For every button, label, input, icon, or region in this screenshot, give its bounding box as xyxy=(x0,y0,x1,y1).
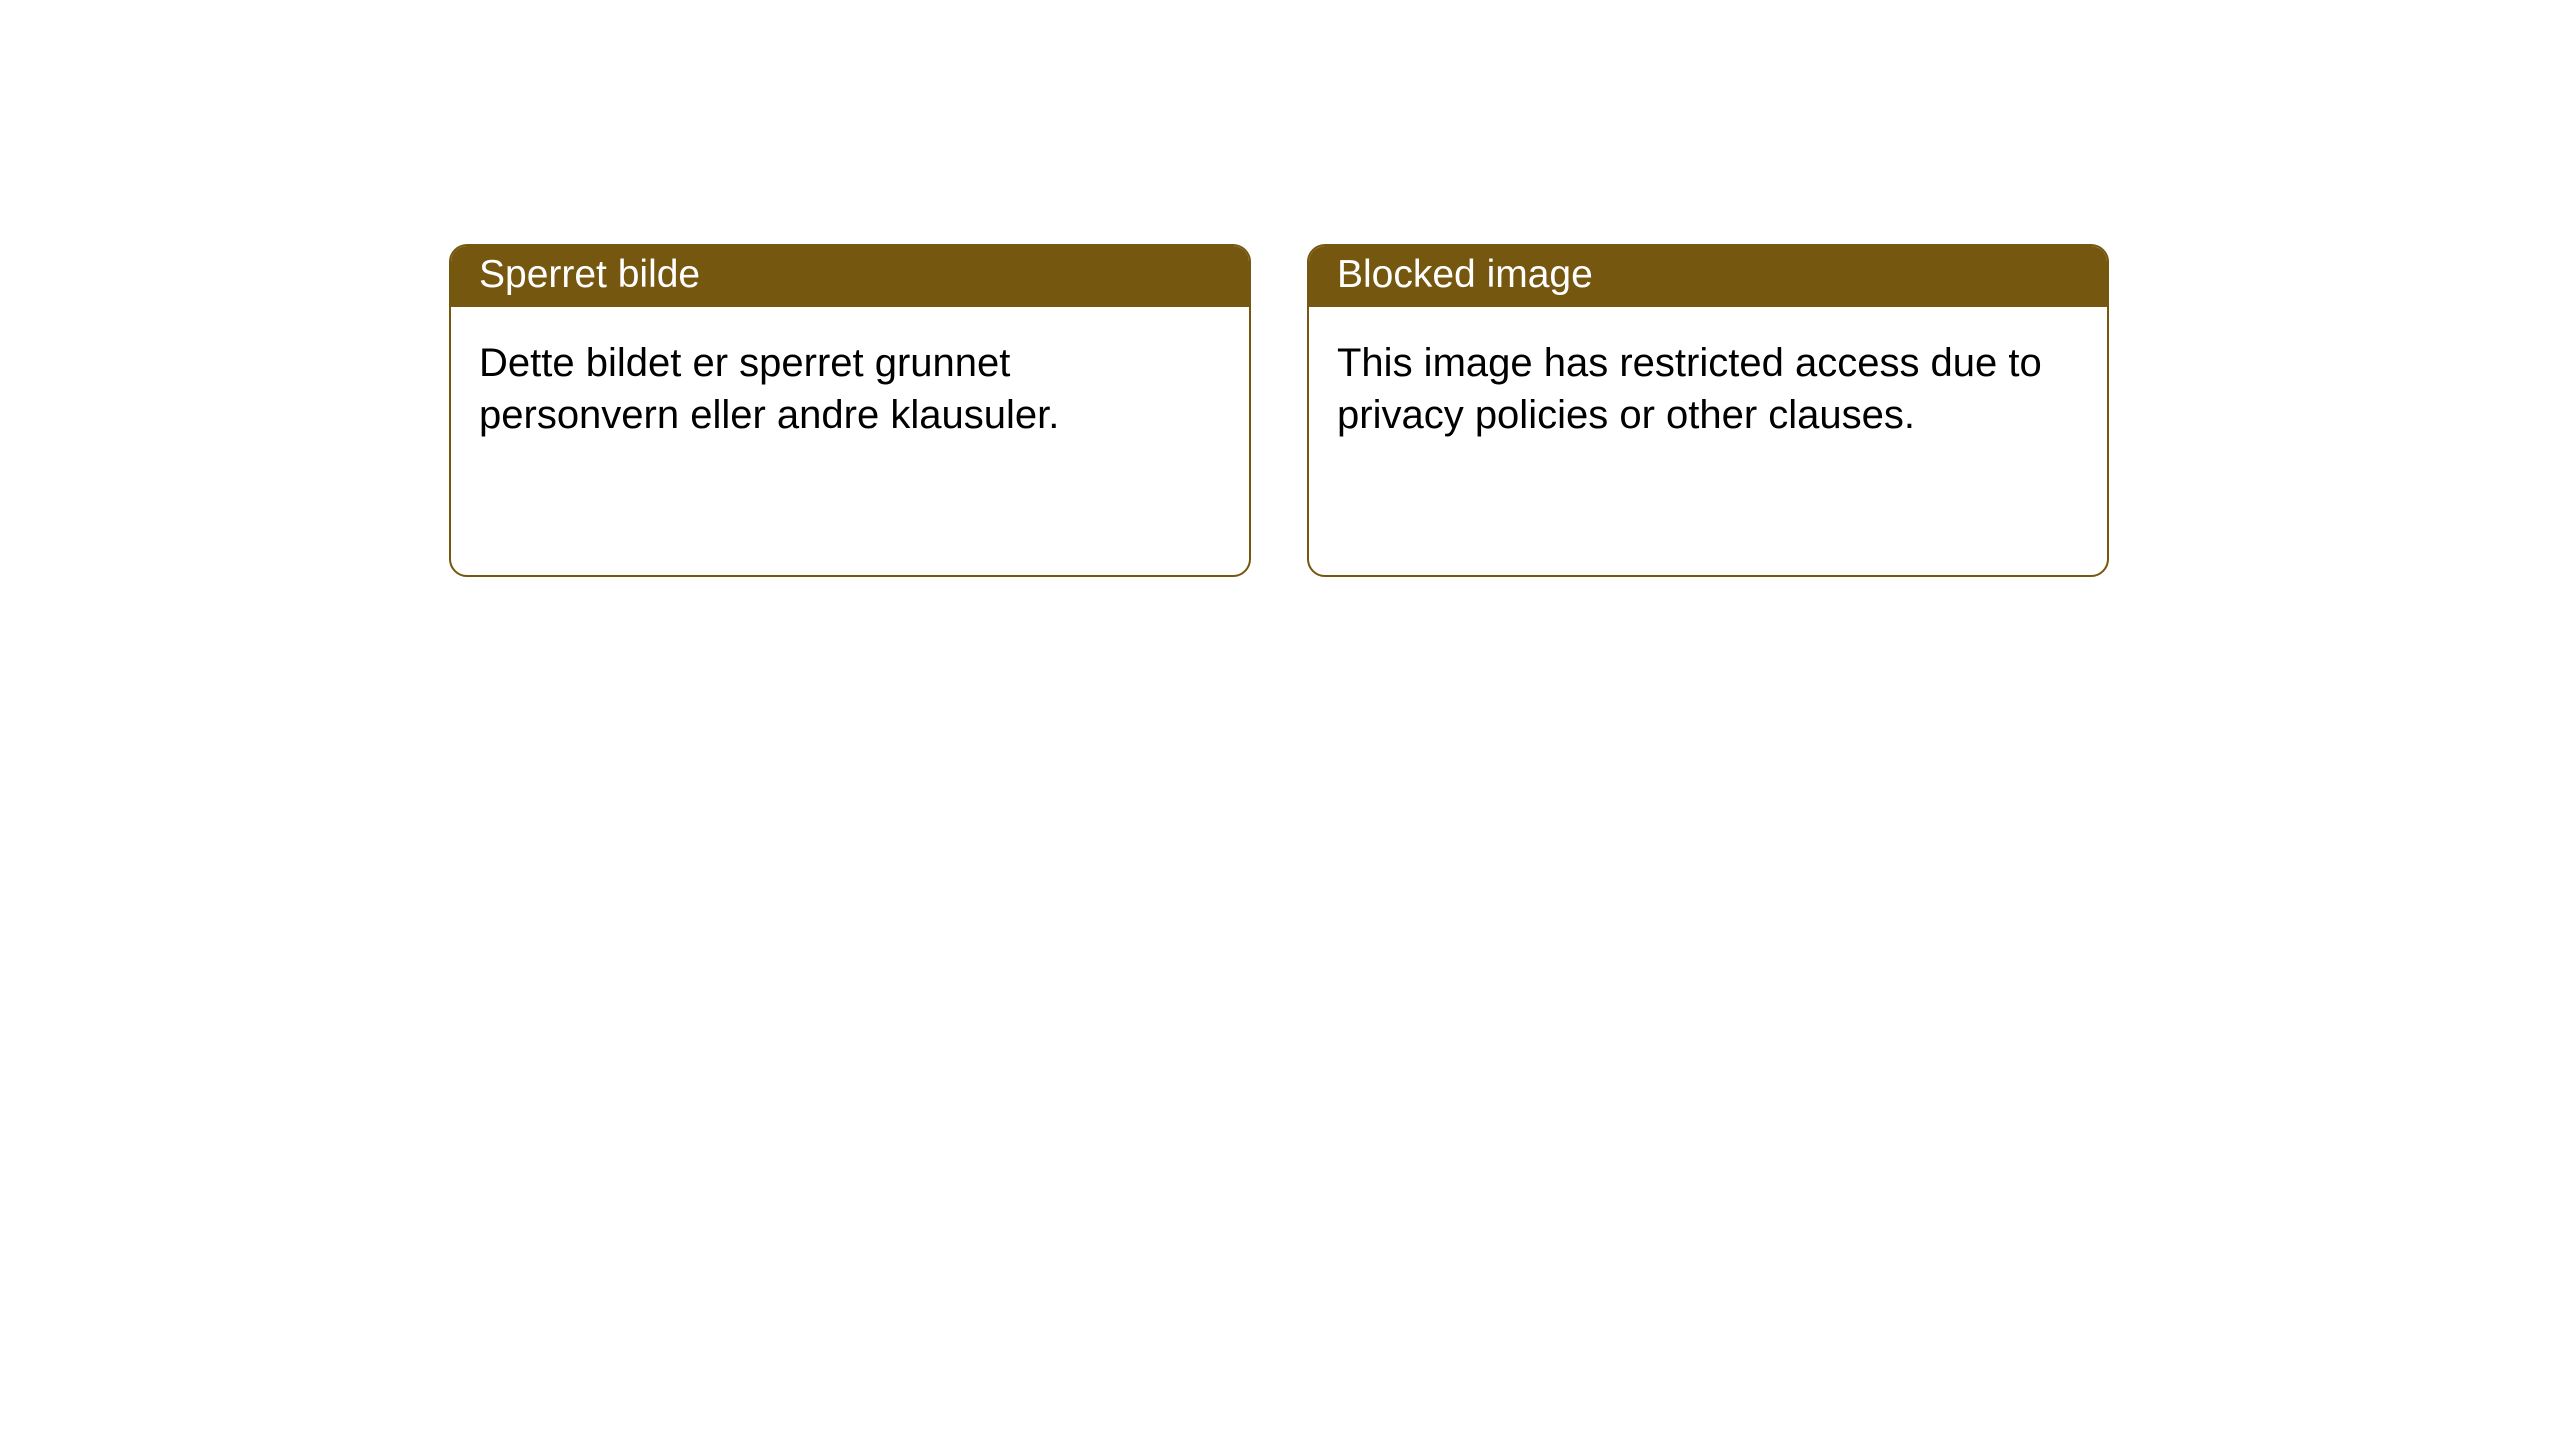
card-body: This image has restricted access due to … xyxy=(1309,307,2107,461)
card-header: Sperret bilde xyxy=(451,246,1249,307)
card-body-text: This image has restricted access due to … xyxy=(1337,341,2042,437)
card-title: Blocked image xyxy=(1337,253,1593,296)
card-body-text: Dette bildet er sperret grunnet personve… xyxy=(479,341,1059,437)
card-header: Blocked image xyxy=(1309,246,2107,307)
notice-container: Sperret bilde Dette bildet er sperret gr… xyxy=(0,0,2560,577)
notice-card-english: Blocked image This image has restricted … xyxy=(1307,244,2109,577)
notice-card-norwegian: Sperret bilde Dette bildet er sperret gr… xyxy=(449,244,1251,577)
card-title: Sperret bilde xyxy=(479,253,700,296)
card-body: Dette bildet er sperret grunnet personve… xyxy=(451,307,1249,461)
